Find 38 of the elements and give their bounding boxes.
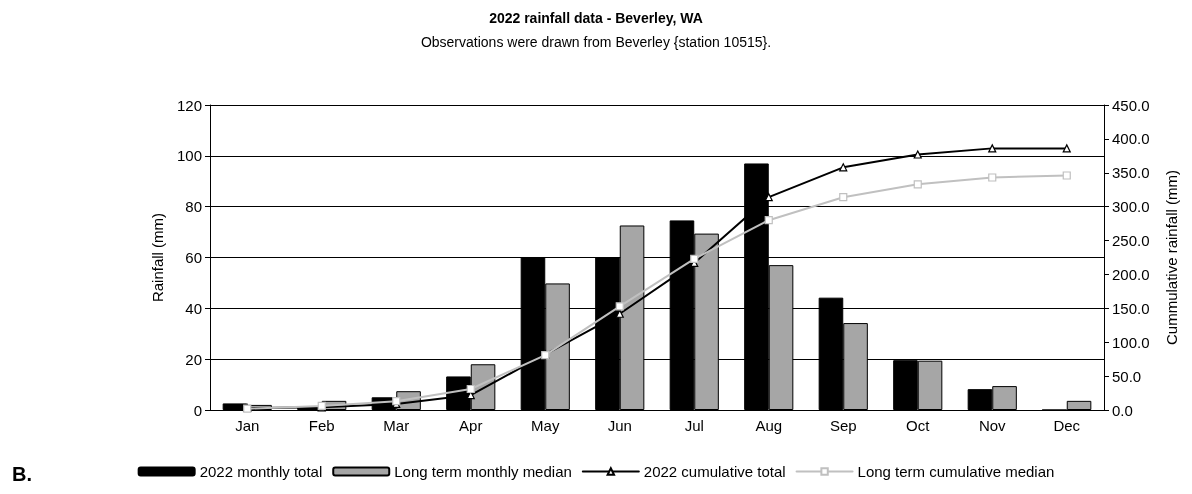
- y2-tick-label: 100.0: [1112, 333, 1150, 351]
- y-axis-title: Rainfall (mm): [149, 212, 166, 303]
- y-tick-label: 80: [185, 198, 202, 216]
- y2-tick-label: 50.0: [1112, 367, 1142, 385]
- text: B.: [12, 463, 32, 485]
- y-tick-label: 100: [176, 147, 202, 165]
- x-tick-label: Sep: [829, 417, 857, 434]
- y2-tick-label: 200.0: [1112, 265, 1150, 283]
- x-tick-label: Dec: [1053, 417, 1081, 434]
- x-tick-label: Jul: [684, 417, 704, 434]
- x-tick-label: May: [531, 417, 560, 434]
- y-tick-label: 40: [185, 299, 202, 317]
- chart-subtitle: Observations were drawn from Beverley {station 10515}.: [420, 34, 772, 50]
- x-tick-label: Feb: [308, 417, 335, 434]
- y2-tick-label: 300.0: [1112, 198, 1150, 216]
- legend-label: 2022 cumulative total: [643, 463, 786, 480]
- x-tick-label: Mar: [383, 417, 410, 434]
- legend-label: Long term cumulative median: [857, 463, 1055, 480]
- y2-tick-label: 0.0: [1112, 401, 1133, 419]
- y2-tick-label: 150.0: [1112, 299, 1150, 317]
- y-tick-label: 0: [193, 401, 202, 419]
- y-tick-label: 20: [185, 350, 202, 368]
- x-tick-label: Jun: [607, 417, 632, 434]
- y2-tick-label: 450.0: [1112, 96, 1150, 114]
- y-tick-label: 120: [176, 96, 202, 114]
- x-tick-label: Nov: [978, 417, 1007, 434]
- legend-label: 2022 monthly total: [199, 463, 323, 480]
- y2-tick-label: 350.0: [1112, 164, 1150, 182]
- x-tick-label: Oct: [906, 417, 931, 434]
- y-tick-label: 60: [185, 249, 202, 266]
- y2-tick-label: 400.0: [1112, 130, 1150, 148]
- y2-axis-title: Cummulative rainfall (mm): [1163, 169, 1180, 346]
- legend-label: Long term monthly median: [394, 463, 572, 480]
- x-tick-label: Aug: [755, 417, 783, 434]
- x-tick-label: Apr: [459, 417, 483, 434]
- y2-tick-label: 250.0: [1112, 232, 1150, 250]
- x-tick-label: Jan: [235, 417, 260, 434]
- chart-title: 2022 rainfall data - Beverley, WA: [489, 10, 703, 26]
